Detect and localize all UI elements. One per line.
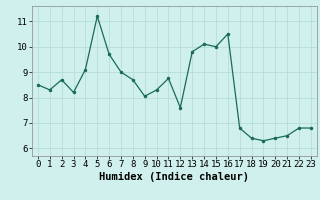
- X-axis label: Humidex (Indice chaleur): Humidex (Indice chaleur): [100, 172, 249, 182]
